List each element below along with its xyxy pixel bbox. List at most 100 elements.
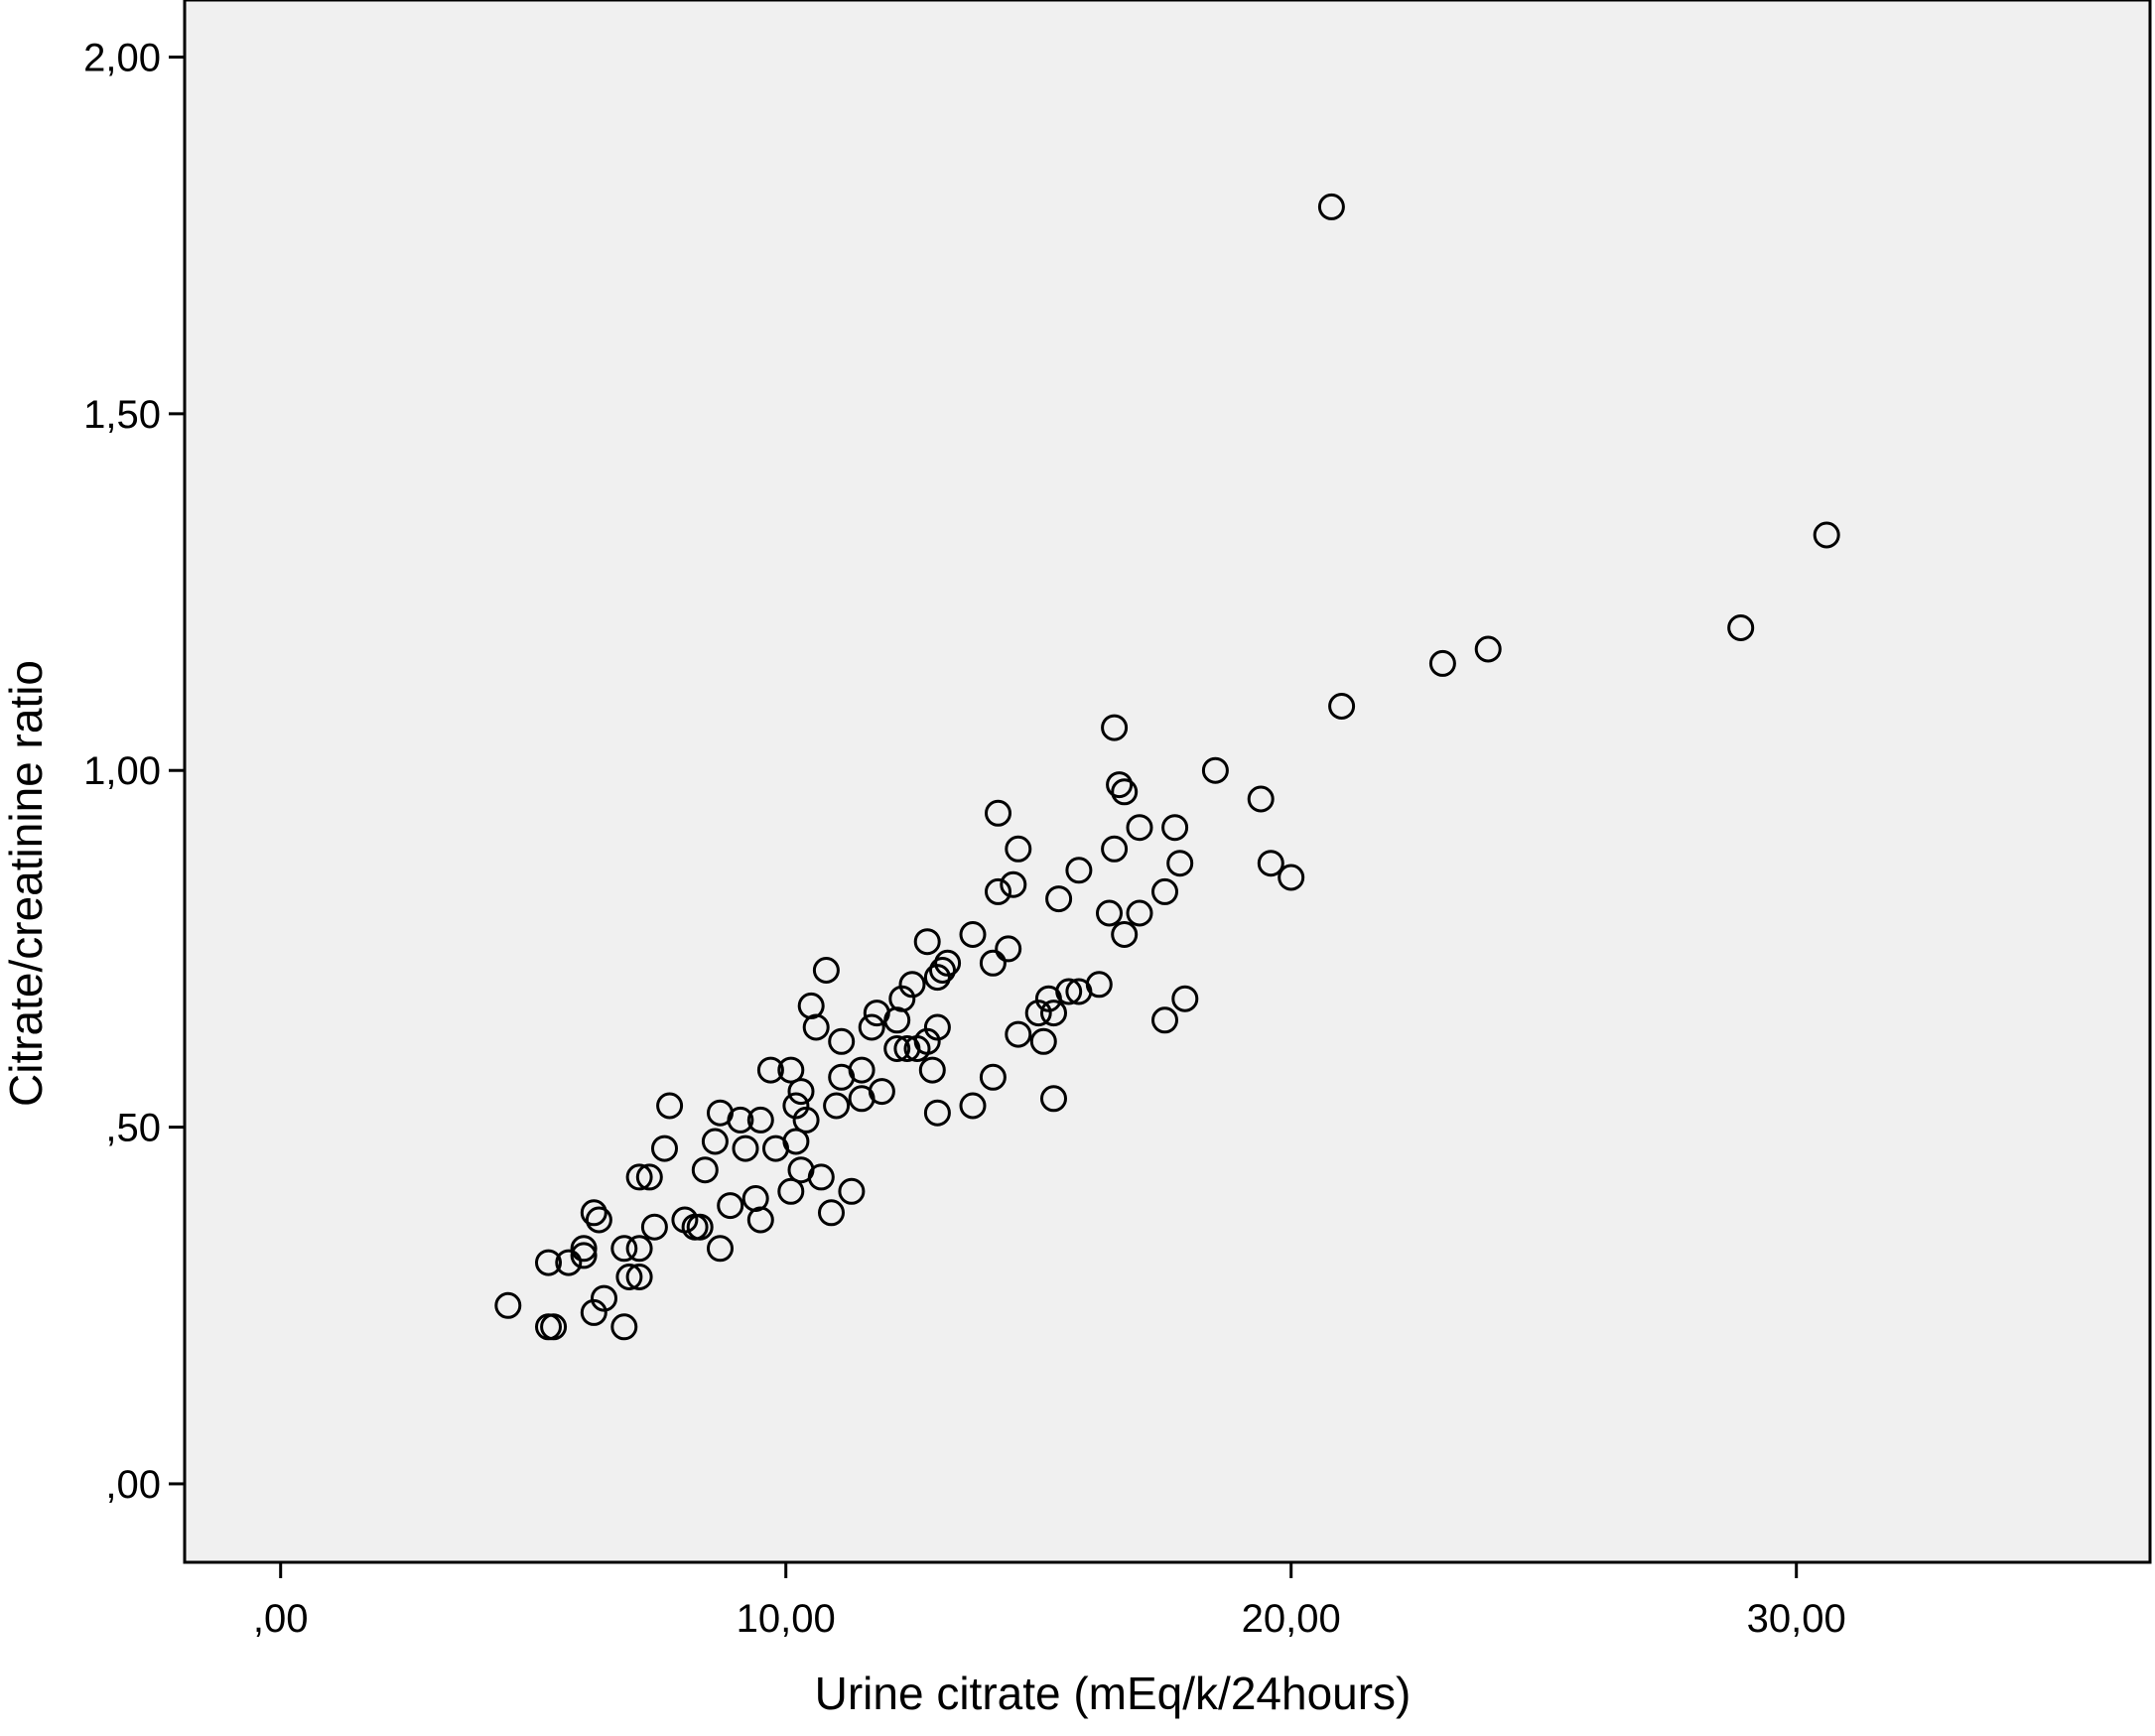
data-point <box>777 1177 805 1205</box>
data-point <box>610 1313 638 1341</box>
data-point <box>883 1035 911 1062</box>
data-point <box>985 799 1011 827</box>
data-point <box>995 935 1022 963</box>
data-point <box>570 1235 598 1263</box>
data-point <box>923 1099 951 1127</box>
data-point <box>1247 785 1275 813</box>
data-point <box>727 1106 754 1134</box>
data-point <box>756 1056 784 1084</box>
data-point <box>1727 614 1755 641</box>
y-tick-label: 1,00 <box>83 749 161 793</box>
data-point <box>888 985 916 1012</box>
data-point <box>1126 814 1153 842</box>
data-point <box>1085 971 1113 999</box>
data-point <box>959 1092 987 1120</box>
data-point <box>635 1163 663 1191</box>
data-point <box>1040 1085 1067 1113</box>
data-point <box>792 1106 820 1134</box>
data-point <box>1106 771 1134 799</box>
y-tick-label: ,00 <box>105 1463 161 1507</box>
data-point <box>610 1235 638 1263</box>
y-tick-label: 1,50 <box>83 393 161 437</box>
data-point <box>823 1092 851 1120</box>
data-point <box>570 1242 598 1269</box>
data-point <box>591 1284 617 1312</box>
data-point <box>1096 899 1123 927</box>
data-point <box>1101 714 1129 741</box>
data-point <box>934 949 962 977</box>
data-point <box>923 1013 951 1041</box>
data-point <box>580 1298 607 1326</box>
data-point <box>1166 850 1194 877</box>
x-axis-title: Urine citrate (mEq/k/24hours) <box>815 1668 1412 1719</box>
data-point <box>782 1128 810 1155</box>
data-point <box>656 1092 684 1120</box>
data-point <box>625 1163 653 1191</box>
data-point <box>1151 877 1178 905</box>
data-point <box>807 1163 835 1191</box>
data-point <box>615 1264 643 1290</box>
points-layer <box>494 193 1840 1341</box>
y-axis-title: Citrate/creatinine ratio <box>0 660 52 1107</box>
data-point <box>1111 778 1139 806</box>
data-point <box>787 1078 815 1106</box>
x-tick-label: 20,00 <box>1242 1597 1341 1641</box>
x-tick-label: 10,00 <box>737 1597 836 1641</box>
data-point <box>1278 864 1305 891</box>
data-point <box>651 1135 678 1162</box>
data-point <box>746 1106 774 1134</box>
y-axis-ticks: ,00 ,50 1,00 1,50 2,00 <box>83 36 185 1507</box>
data-point <box>1065 857 1093 884</box>
data-point <box>1813 521 1840 549</box>
data-point <box>913 928 941 956</box>
data-point <box>1171 985 1199 1012</box>
data-point <box>1029 1027 1057 1055</box>
data-point <box>782 1092 810 1120</box>
data-point <box>732 1135 759 1162</box>
data-point <box>1317 193 1345 220</box>
data-point <box>1126 899 1153 927</box>
data-point <box>691 1156 719 1184</box>
x-axis-ticks: ,00 10,00 20,00 30,00 <box>253 1562 1846 1641</box>
data-point <box>1257 850 1284 877</box>
data-point <box>848 1056 875 1084</box>
data-point <box>918 1056 946 1084</box>
data-point <box>707 1235 734 1263</box>
x-tick-label: 30,00 <box>1747 1597 1846 1641</box>
data-point <box>701 1128 729 1155</box>
plot-area <box>183 0 2152 1564</box>
data-point <box>812 957 840 984</box>
data-point <box>802 1013 830 1041</box>
data-point <box>1101 835 1129 863</box>
data-point <box>985 877 1011 905</box>
data-point <box>746 1206 774 1234</box>
data-point <box>1000 870 1027 898</box>
y-tick-label: ,50 <box>105 1107 161 1150</box>
data-point <box>1040 1000 1067 1027</box>
data-point <box>898 971 926 999</box>
data-point <box>913 1027 941 1055</box>
data-point <box>1024 1000 1052 1027</box>
data-point <box>1111 921 1139 948</box>
data-point <box>1474 635 1502 663</box>
data-point <box>828 1027 856 1055</box>
data-point <box>494 1291 522 1319</box>
data-point <box>979 949 1007 977</box>
data-point <box>540 1313 568 1341</box>
data-point <box>858 1013 885 1041</box>
data-point <box>959 921 987 948</box>
data-point <box>717 1192 744 1220</box>
data-point <box>1005 835 1032 863</box>
data-point <box>1151 1006 1178 1034</box>
data-point <box>923 964 951 992</box>
data-point <box>1161 814 1189 842</box>
data-point <box>929 957 956 984</box>
data-point <box>1201 756 1229 784</box>
data-point <box>580 1199 607 1227</box>
x-tick-label: ,00 <box>253 1597 309 1641</box>
data-point <box>868 1078 895 1106</box>
data-point <box>1428 649 1456 677</box>
data-point <box>1055 978 1083 1005</box>
